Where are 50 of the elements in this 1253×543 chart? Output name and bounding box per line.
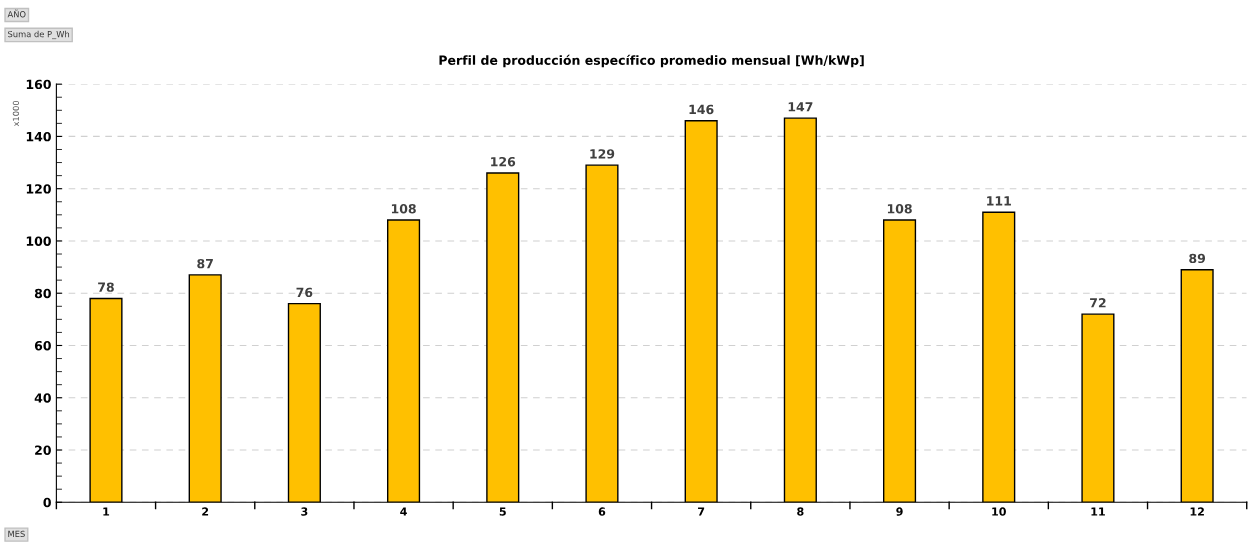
x-tick-label: 2: [202, 507, 209, 516]
chart-title: Perfil de producción específico promedio mensual [Wh/kWp]: [439, 54, 864, 68]
y-tick-label: 100: [26, 236, 51, 246]
data-label: 108: [391, 204, 416, 214]
data-label: 72: [1090, 298, 1106, 308]
x-tick-label: 8: [797, 507, 804, 516]
x-tick-label: 3: [301, 507, 308, 516]
x-tick-label: 6: [598, 507, 606, 516]
bar: [684, 120, 718, 503]
bar: [982, 211, 1016, 503]
y-tick-label: 80: [34, 288, 51, 299]
data-label: 78: [98, 282, 114, 292]
data-label: 111: [987, 196, 1011, 206]
x-tick-label: 9: [896, 507, 903, 516]
bar: [188, 274, 222, 503]
x-tick-label: 1: [103, 507, 110, 516]
x-tick-label: 5: [499, 507, 506, 516]
bar: [387, 219, 421, 503]
y-tick-label: 60: [34, 340, 51, 351]
data-label: 87: [197, 258, 213, 269]
text: MES: [8, 530, 25, 538]
bar: [783, 117, 817, 503]
text: Suma de P_Wh: [8, 30, 70, 40]
y-tick-label: 40: [34, 393, 51, 403]
bar: [1180, 269, 1214, 503]
x-tick-label: 7: [698, 507, 705, 516]
x-tick-label: 4: [400, 507, 407, 516]
bar: [1081, 313, 1115, 503]
y-tick-label: 20: [35, 445, 51, 455]
bar: [89, 297, 123, 503]
bar: [585, 164, 619, 503]
y-tick-label: 120: [26, 184, 51, 194]
y-tick-label: 160: [26, 79, 51, 90]
bar: [882, 219, 917, 503]
data-label: 146: [689, 104, 714, 115]
bar: [486, 172, 520, 503]
x-tick-label: 10: [992, 507, 1006, 516]
data-label: 76: [296, 287, 313, 298]
data-label: 147: [788, 102, 813, 112]
y-tick-label: 0: [43, 497, 51, 508]
y-axis-title: x1000: [12, 100, 20, 127]
data-label: 126: [491, 156, 516, 167]
data-label: 108: [887, 204, 912, 214]
y-tick-label: 140: [26, 131, 51, 142]
x-tick-label: 11: [1091, 507, 1105, 516]
text: AÑO: [7, 9, 26, 18]
x-tick-label: 12: [1190, 507, 1204, 516]
data-label: 129: [590, 149, 615, 159]
data-label: 89: [1189, 253, 1206, 264]
bar: [287, 302, 321, 503]
